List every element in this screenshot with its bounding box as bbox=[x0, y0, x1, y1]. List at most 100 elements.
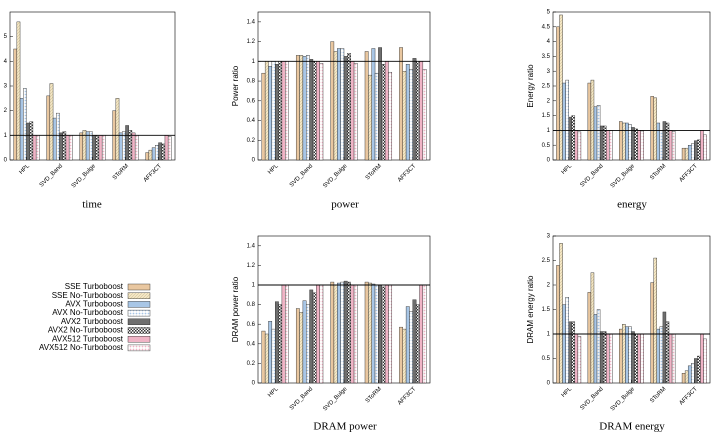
bar bbox=[145, 152, 150, 161]
bar bbox=[374, 284, 379, 384]
legend-label: SSE Turboboost bbox=[65, 282, 124, 291]
bar bbox=[419, 61, 424, 161]
bar bbox=[637, 333, 641, 384]
x-tick-label: SVD_Bulge bbox=[610, 163, 637, 190]
bar bbox=[364, 281, 369, 384]
bar bbox=[628, 326, 632, 384]
bar bbox=[381, 286, 386, 384]
bar bbox=[330, 281, 335, 384]
bar bbox=[602, 331, 607, 384]
bar bbox=[281, 284, 286, 384]
bar bbox=[309, 59, 314, 161]
bar bbox=[306, 55, 310, 161]
bar bbox=[562, 304, 566, 384]
bar bbox=[46, 95, 51, 161]
bar bbox=[56, 112, 60, 161]
bar bbox=[568, 321, 572, 384]
bar bbox=[364, 51, 369, 161]
bar bbox=[278, 304, 283, 384]
bar bbox=[299, 312, 304, 384]
bar bbox=[409, 311, 414, 384]
bar bbox=[609, 130, 613, 161]
bar bbox=[337, 282, 341, 384]
bar bbox=[268, 66, 273, 161]
bar bbox=[374, 72, 379, 161]
bar bbox=[634, 128, 638, 161]
bar bbox=[368, 282, 372, 384]
bar bbox=[402, 70, 407, 161]
x-tick-label: SVD_Band bbox=[289, 386, 314, 411]
bar bbox=[681, 147, 686, 161]
bar bbox=[26, 122, 30, 161]
bar bbox=[98, 135, 103, 161]
bar bbox=[261, 330, 266, 384]
bar bbox=[388, 284, 393, 384]
bar bbox=[333, 284, 338, 384]
bar bbox=[599, 125, 604, 161]
bar bbox=[565, 79, 569, 161]
x-tick-label: SVD_Band bbox=[289, 163, 314, 188]
bar bbox=[299, 55, 304, 161]
legend-swatch bbox=[127, 344, 151, 352]
bar bbox=[687, 365, 692, 384]
bar bbox=[118, 132, 123, 161]
bar bbox=[662, 311, 667, 384]
legend-label: SSE No-Turboboost bbox=[52, 291, 124, 300]
bar bbox=[419, 284, 424, 384]
bar bbox=[599, 331, 604, 384]
bar bbox=[158, 142, 162, 161]
bar bbox=[32, 135, 37, 161]
bar bbox=[19, 98, 24, 161]
bar bbox=[347, 53, 351, 161]
bar bbox=[399, 47, 403, 161]
legend-swatch bbox=[127, 283, 151, 291]
bar bbox=[101, 135, 106, 161]
bar bbox=[412, 58, 417, 161]
bar bbox=[622, 324, 626, 384]
bar bbox=[606, 130, 610, 161]
y-axis-label: Power ratio bbox=[231, 65, 240, 106]
bar bbox=[671, 131, 676, 161]
bar bbox=[656, 122, 661, 161]
bar bbox=[625, 326, 629, 384]
y-tick-label: 0 bbox=[252, 381, 256, 387]
y-tick-label: 1.4 bbox=[247, 243, 256, 249]
bar bbox=[556, 265, 560, 384]
y-tick-label: 0.2 bbox=[247, 361, 256, 367]
bar bbox=[271, 61, 276, 161]
bar bbox=[85, 131, 90, 161]
y-tick-label: 1 bbox=[4, 133, 8, 139]
y-tick-label: 3 bbox=[4, 84, 8, 90]
x-tick-label: SVD_Bulge bbox=[610, 386, 637, 413]
bar bbox=[593, 106, 598, 161]
bar bbox=[371, 283, 376, 384]
bar bbox=[602, 125, 607, 161]
x-tick-label: SVD_Bulge bbox=[71, 163, 98, 190]
bar bbox=[353, 284, 358, 384]
bar bbox=[275, 301, 279, 384]
bar bbox=[625, 122, 629, 161]
bar bbox=[65, 135, 70, 161]
bar bbox=[268, 321, 273, 384]
bar bbox=[650, 282, 654, 384]
bar bbox=[609, 333, 613, 384]
bar bbox=[333, 51, 338, 161]
bar bbox=[128, 130, 133, 161]
y-tick-label: 0 bbox=[547, 158, 551, 164]
y-tick-label: 5 bbox=[547, 10, 551, 16]
x-tick-label: HPL bbox=[561, 163, 574, 176]
bar bbox=[422, 284, 427, 384]
bar bbox=[16, 21, 21, 161]
bar bbox=[52, 117, 57, 161]
bar bbox=[556, 26, 560, 161]
bar bbox=[606, 333, 610, 384]
chart-title: power bbox=[331, 199, 359, 211]
x-tick-label: AFF3CT bbox=[679, 163, 700, 184]
bar bbox=[619, 121, 623, 161]
bar bbox=[148, 149, 153, 161]
bar bbox=[350, 284, 355, 384]
legend-label: AVX512 No-Turboboost bbox=[39, 343, 124, 352]
bar bbox=[571, 115, 576, 161]
